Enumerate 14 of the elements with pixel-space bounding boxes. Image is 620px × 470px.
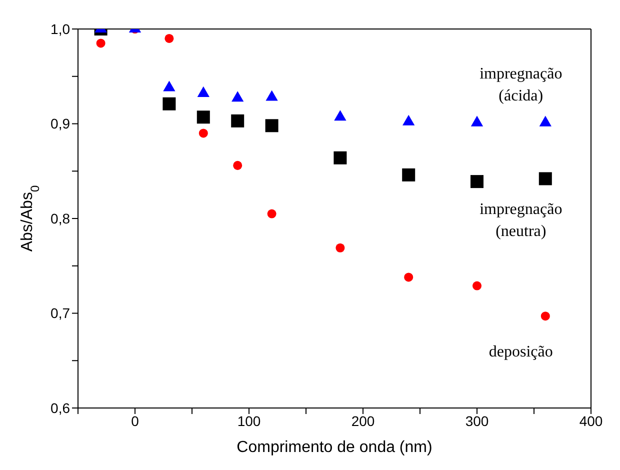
x-tick-label: 0 — [131, 412, 140, 429]
y-tick-label: 0,9 — [50, 116, 70, 132]
y-tick-label: 0,6 — [50, 400, 70, 416]
y-tick-label: 0,7 — [50, 305, 70, 322]
x-tick-label: 300 — [465, 412, 489, 429]
x-tick-label: 400 — [579, 412, 603, 429]
y-tick-label: 0,8 — [50, 210, 70, 226]
x-tick-label: 100 — [237, 412, 261, 429]
x-tick-label: 200 — [351, 412, 375, 429]
x-axis-title: Comprimento de onda (nm) — [236, 439, 432, 456]
series-label: impregnação (ácida) — [480, 65, 562, 104]
y-tick-label: 1,0 — [50, 20, 70, 37]
series-label: deposição — [488, 344, 553, 361]
series-label: impregnação (neutra) — [480, 201, 562, 240]
